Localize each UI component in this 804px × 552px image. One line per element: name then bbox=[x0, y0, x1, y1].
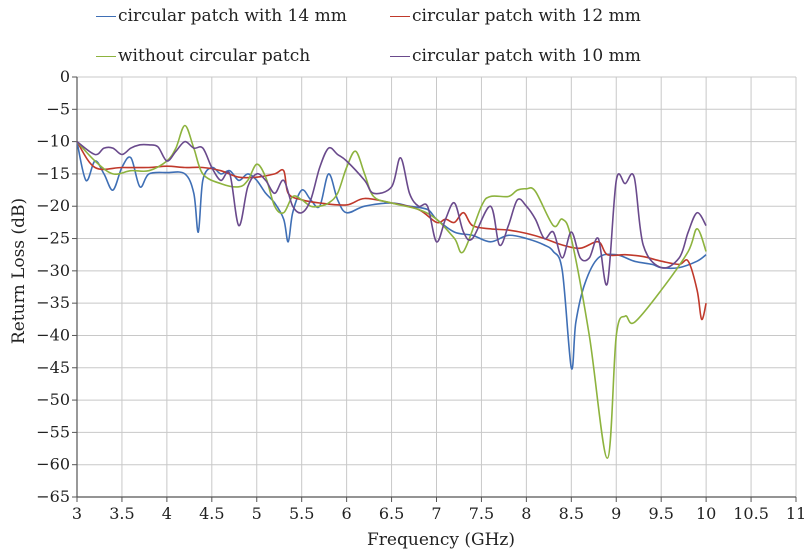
x-tick-label: 3 bbox=[72, 504, 82, 523]
series-line-3 bbox=[76, 140, 707, 286]
legend-swatch-14mm bbox=[96, 15, 116, 17]
y-tick-label: −10 bbox=[36, 132, 70, 151]
x-axis-label: Frequency (GHz) bbox=[367, 530, 515, 550]
legend-swatch-10mm bbox=[390, 55, 410, 57]
x-tick-label: 5 bbox=[252, 504, 262, 523]
y-tick-label: 0 bbox=[60, 67, 70, 86]
x-tick-label: 5.5 bbox=[289, 504, 314, 523]
legend-swatch-without bbox=[96, 55, 116, 57]
x-tick-label: 3.5 bbox=[109, 504, 134, 523]
tick-labels: 3 3.5 4 4.5 5 5.5 6 6.5 7 7.5 8 8.5 9 9.5 10 10.5 11 0 −5 −… bbox=[36, 67, 804, 523]
y-tick-label: −25 bbox=[36, 229, 70, 248]
x-tick-label: 10.5 bbox=[733, 504, 769, 523]
y-tick-label: −5 bbox=[46, 99, 70, 118]
x-tick-label: 6 bbox=[342, 504, 352, 523]
series-line-2 bbox=[76, 124, 707, 459]
x-tick-label: 8 bbox=[521, 504, 531, 523]
y-tick-label: −55 bbox=[36, 422, 70, 441]
y-tick-label: −40 bbox=[36, 325, 70, 344]
y-tick-label: −20 bbox=[36, 196, 70, 215]
x-tick-label: 9 bbox=[611, 504, 621, 523]
legend-label-10mm: circular patch with 10 mm bbox=[412, 46, 641, 66]
y-axis-label: Return Loss (dB) bbox=[9, 198, 29, 344]
y-tick-label: −60 bbox=[36, 455, 70, 474]
grid-lines bbox=[77, 76, 797, 497]
legend-item-without: without circular patch bbox=[96, 46, 310, 66]
x-tick-label: 7.5 bbox=[469, 504, 494, 523]
y-tick-label: −35 bbox=[36, 293, 70, 312]
x-tick-label: 7 bbox=[431, 504, 441, 523]
legend-item-14mm: circular patch with 14 mm bbox=[96, 6, 347, 26]
x-tick-label: 11 bbox=[786, 504, 804, 523]
y-tick-label: −50 bbox=[36, 390, 70, 409]
y-tick-label: −30 bbox=[36, 261, 70, 280]
legend-label-12mm: circular patch with 12 mm bbox=[412, 6, 641, 26]
legend-label-without: without circular patch bbox=[118, 46, 311, 66]
series-lines bbox=[76, 124, 707, 459]
legend-item-10mm: circular patch with 10 mm bbox=[390, 46, 641, 66]
axes bbox=[72, 76, 797, 502]
x-tick-label: 9.5 bbox=[648, 504, 673, 523]
x-tick-label: 6.5 bbox=[379, 504, 404, 523]
legend-swatch-12mm bbox=[390, 15, 410, 17]
x-tick-label: 4 bbox=[162, 504, 172, 523]
y-tick-label: −45 bbox=[36, 358, 70, 377]
x-tick-label: 4.5 bbox=[199, 504, 224, 523]
legend-label-14mm: circular patch with 14 mm bbox=[118, 6, 347, 26]
y-tick-label: −15 bbox=[36, 164, 70, 183]
legend-item-12mm: circular patch with 12 mm bbox=[390, 6, 641, 26]
x-tick-label: 8.5 bbox=[559, 504, 584, 523]
y-tick-label: −65 bbox=[36, 487, 70, 506]
x-tick-label: 10 bbox=[696, 504, 716, 523]
